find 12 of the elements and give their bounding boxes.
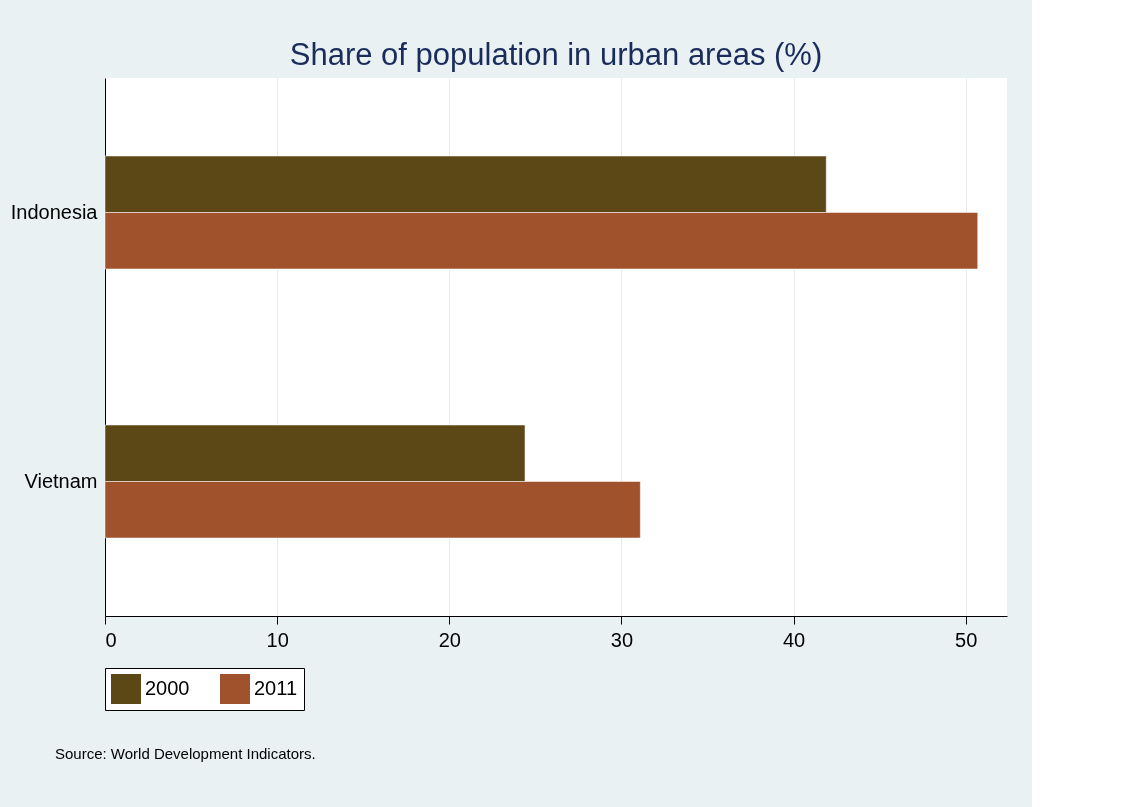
y-tick-label: Indonesia <box>10 200 99 223</box>
x-tick-label: 50 <box>955 628 978 651</box>
x-tick-label: 20 <box>438 628 461 651</box>
y-tick-label: Vietnam <box>24 469 98 492</box>
x-tick-label: 30 <box>610 628 634 651</box>
legend-label: 2000 <box>145 677 190 699</box>
source-note: Source: World Development Indicators. <box>55 745 316 762</box>
x-tick-label: 10 <box>266 628 289 651</box>
chart-title: Share of population in urban areas (%) <box>289 37 823 72</box>
x-tick-label: 0 <box>105 628 117 651</box>
legend-label: 2011 <box>254 677 298 699</box>
x-tick-label: 40 <box>782 628 806 651</box>
